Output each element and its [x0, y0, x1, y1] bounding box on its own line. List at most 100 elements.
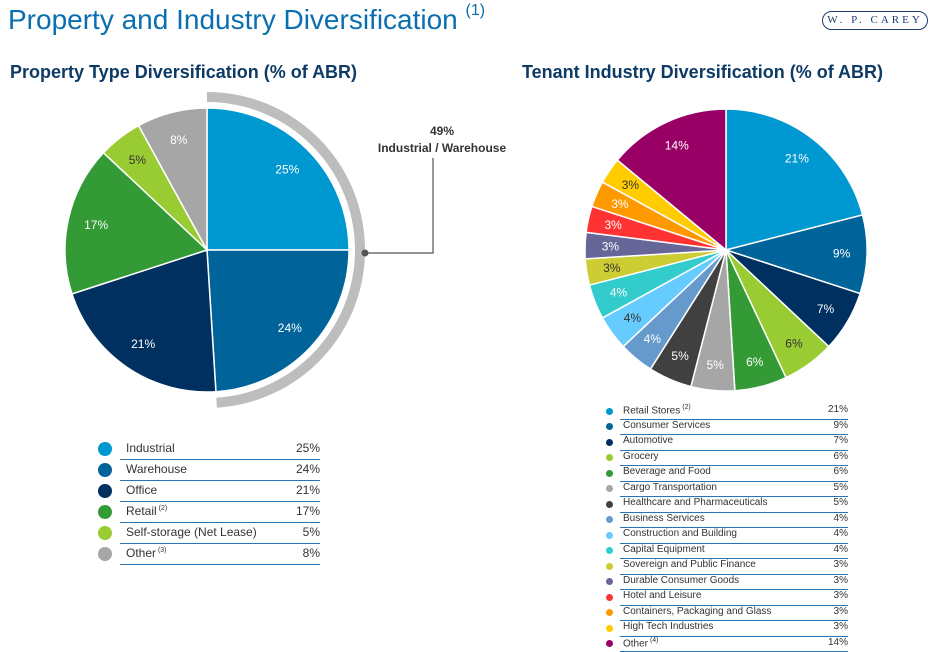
legend-item: Office 21%: [120, 481, 320, 502]
annotation-leader-line: [365, 158, 433, 253]
legend-value: 3%: [834, 575, 848, 586]
legend-label: Capital Equipment: [623, 544, 705, 555]
legend-swatch: [98, 442, 112, 456]
legend-swatch: [606, 532, 613, 539]
legend-label: Healthcare and Pharmaceuticals: [623, 497, 768, 508]
legend-swatch: [606, 578, 613, 585]
legend-label: Retail Stores (2): [623, 404, 691, 416]
legend-value: 25%: [296, 441, 320, 455]
legend-item: Sovereign and Public Finance 3%: [620, 559, 848, 575]
annotation-label: Industrial / Warehouse: [372, 141, 512, 155]
tenant-legend: Retail Stores (2) 21% Consumer Services 9% A…: [606, 404, 848, 652]
slice-label: 5%: [706, 358, 724, 372]
legend-label: Warehouse: [126, 462, 187, 476]
annotation-value: 49%: [372, 124, 512, 138]
legend-swatch: [606, 423, 613, 430]
legend-swatch: [606, 408, 613, 415]
legend-swatch: [98, 547, 112, 561]
slice-label: 5%: [671, 349, 689, 363]
legend-label: Hotel and Leisure: [623, 590, 701, 601]
legend-item: Other (3) 8%: [120, 544, 320, 565]
legend-label: Business Services: [623, 513, 705, 524]
property-legend: Industrial 25% Warehouse 24% Office 21% Retail…: [98, 439, 320, 565]
legend-label: Office: [126, 483, 157, 497]
legend-value: 3%: [834, 606, 848, 617]
slice-label: 4%: [644, 332, 662, 346]
legend-value: 8%: [303, 546, 320, 560]
slice-label: 3%: [604, 218, 622, 232]
legend-value: 21%: [296, 483, 320, 497]
slice-label: 3%: [602, 239, 620, 253]
legend-item: Other (4)14%: [620, 637, 848, 652]
legend-label: Durable Consumer Goods: [623, 575, 739, 586]
legend-value: 3%: [834, 590, 848, 601]
legend-value: 4%: [834, 513, 848, 524]
legend-item: Retail Stores (2) 21%: [620, 404, 848, 420]
legend-item: Capital Equipment 4%: [620, 544, 848, 560]
slice-label: 17%: [84, 218, 108, 232]
pie-slice-industrial: [207, 108, 349, 250]
legend-item: Warehouse 24%: [120, 460, 320, 481]
legend-item: Consumer Services 9%: [620, 420, 848, 436]
legend-item: Industrial 25%: [120, 439, 320, 460]
legend-swatch: [98, 505, 112, 519]
legend-swatch: [606, 439, 613, 446]
legend-label: Industrial: [126, 441, 175, 455]
slice-label: 3%: [603, 261, 621, 275]
legend-swatch: [98, 463, 112, 477]
legend-label: Other (3): [126, 546, 167, 560]
legend-value: 24%: [296, 462, 320, 476]
slice-label: 4%: [610, 286, 628, 300]
legend-label: Sovereign and Public Finance: [623, 559, 756, 570]
legend-label: Containers, Packaging and Glass: [623, 606, 771, 617]
legend-item: Self-storage (Net Lease) 5%: [120, 523, 320, 544]
slice-label: 7%: [817, 302, 835, 316]
legend-swatch: [606, 485, 613, 492]
legend-swatch: [606, 609, 613, 616]
legend-value: 3%: [834, 621, 848, 632]
legend-item: Grocery 6%: [620, 451, 848, 467]
legend-label: High Tech Industries: [623, 621, 713, 632]
slice-label: 25%: [275, 163, 299, 177]
legend-swatch: [606, 640, 613, 647]
legend-value: 7%: [834, 435, 848, 446]
legend-value: 5%: [303, 525, 320, 539]
legend-item: Containers, Packaging and Glass 3%: [620, 606, 848, 622]
legend-label: Self-storage (Net Lease): [126, 525, 257, 539]
annotation-dot: [362, 250, 369, 257]
slice-label: 8%: [170, 133, 188, 147]
legend-label: Consumer Services: [623, 420, 710, 431]
legend-item: Business Services 4%: [620, 513, 848, 529]
slice-label: 9%: [833, 247, 851, 261]
legend-item: High Tech Industries 3%: [620, 621, 848, 637]
slice-label: 24%: [278, 321, 302, 335]
legend-value: 21%: [828, 404, 848, 415]
legend-value: 14%: [828, 637, 848, 648]
slice-label: 21%: [131, 337, 155, 351]
legend-value: 9%: [834, 420, 848, 431]
legend-swatch: [606, 547, 613, 554]
legend-value: 3%: [834, 559, 848, 570]
slice-label: 3%: [611, 197, 629, 211]
legend-swatch: [606, 563, 613, 570]
legend-swatch: [606, 594, 613, 601]
legend-swatch: [98, 484, 112, 498]
legend-label: Grocery: [623, 451, 659, 462]
legend-item: Retail (2)17%: [120, 502, 320, 523]
legend-swatch: [98, 526, 112, 540]
slice-label: 14%: [665, 138, 689, 152]
legend-swatch: [606, 516, 613, 523]
legend-value: 17%: [296, 504, 320, 518]
legend-value: 6%: [834, 451, 848, 462]
legend-swatch: [606, 501, 613, 508]
slice-label: 4%: [624, 311, 642, 325]
slice-label: 6%: [785, 337, 803, 351]
slice-label: 6%: [746, 355, 764, 369]
legend-value: 4%: [834, 544, 848, 555]
legend-item: Hotel and Leisure 3%: [620, 590, 848, 606]
legend-value: 6%: [834, 466, 848, 477]
